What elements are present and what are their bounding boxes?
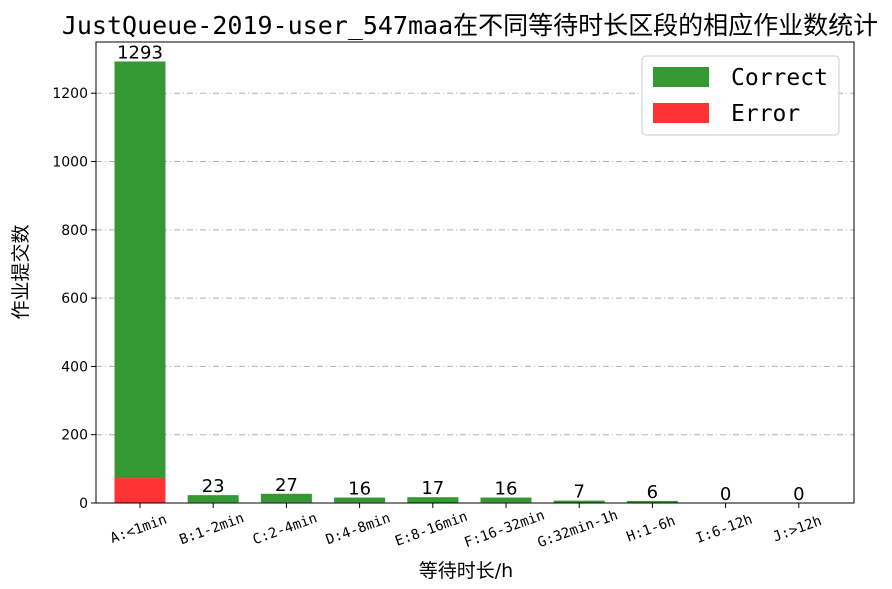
- x-tick-label: H:1-6h: [625, 513, 678, 545]
- x-tick-label: C:2-4min: [251, 510, 320, 548]
- x-tick-label: I:6-12h: [694, 512, 755, 547]
- bar-correct: [114, 61, 166, 479]
- x-tick-label: E:8-16min: [393, 509, 470, 550]
- x-tick-label: B:1-2min: [177, 510, 246, 548]
- x-tick-label: J:>12h: [771, 513, 824, 545]
- bar-correct: [260, 493, 312, 503]
- y-tick-label: 1000: [52, 155, 88, 171]
- bar-total-label: 6: [647, 482, 658, 503]
- plot-frame: [95, 41, 855, 504]
- chart-title: JustQueue-2019-user_547maa在不同等待时长区段的相应作业…: [62, 11, 878, 40]
- y-axis-label: 作业提交数: [10, 224, 32, 319]
- legend-swatch: [653, 103, 709, 123]
- x-axis: A:<1min B:1-2min C:2-4min D:4-8min E:8-16min…: [108, 503, 824, 551]
- bar-total-label: 17: [421, 478, 444, 499]
- legend-swatch: [653, 67, 709, 87]
- bar-correct: [187, 495, 239, 503]
- legend: Correct Error: [641, 55, 840, 136]
- x-tick-label: G:32min-1h: [535, 507, 620, 551]
- y-tick-label: 600: [61, 291, 88, 307]
- x-tick-label: D:4-8min: [324, 510, 393, 548]
- x-tick-label: F:16-32min: [462, 507, 547, 551]
- bar-total-label: 0: [720, 484, 731, 505]
- bar-correct: [480, 497, 532, 503]
- bar-correct: [626, 500, 678, 503]
- x-axis-label: 等待时长/h: [419, 560, 513, 582]
- bar-total-label: 16: [348, 479, 371, 500]
- bar-total-label: 1293: [117, 42, 163, 63]
- y-tick-label: 800: [61, 223, 88, 239]
- bar-total-label: 23: [202, 476, 225, 497]
- y-tick-label: 400: [61, 359, 88, 375]
- bar-total-label: 16: [495, 479, 518, 500]
- bar-total-label: 7: [573, 482, 584, 503]
- bars: [114, 61, 678, 503]
- y-tick-label: 200: [61, 428, 88, 444]
- y-tick-label: 1200: [52, 86, 88, 102]
- bar-total-labels: 1293 23 27 16 17 16 7 6 0 0: [117, 42, 804, 505]
- bar-correct: [407, 497, 459, 503]
- bar-total-label: 0: [793, 484, 804, 505]
- legend-label: Correct: [731, 65, 828, 91]
- bar-total-label: 27: [275, 475, 298, 496]
- y-tick-label: 0: [79, 496, 88, 512]
- bar-error: [114, 478, 166, 503]
- bar-correct: [334, 497, 386, 503]
- x-tick-label: A:<1min: [108, 512, 169, 547]
- y-axis: 0 200 400 600 800 1000 1200: [52, 86, 96, 512]
- legend-label: Error: [731, 101, 800, 127]
- bar-correct: [553, 500, 605, 503]
- grid-lines: [96, 92, 854, 436]
